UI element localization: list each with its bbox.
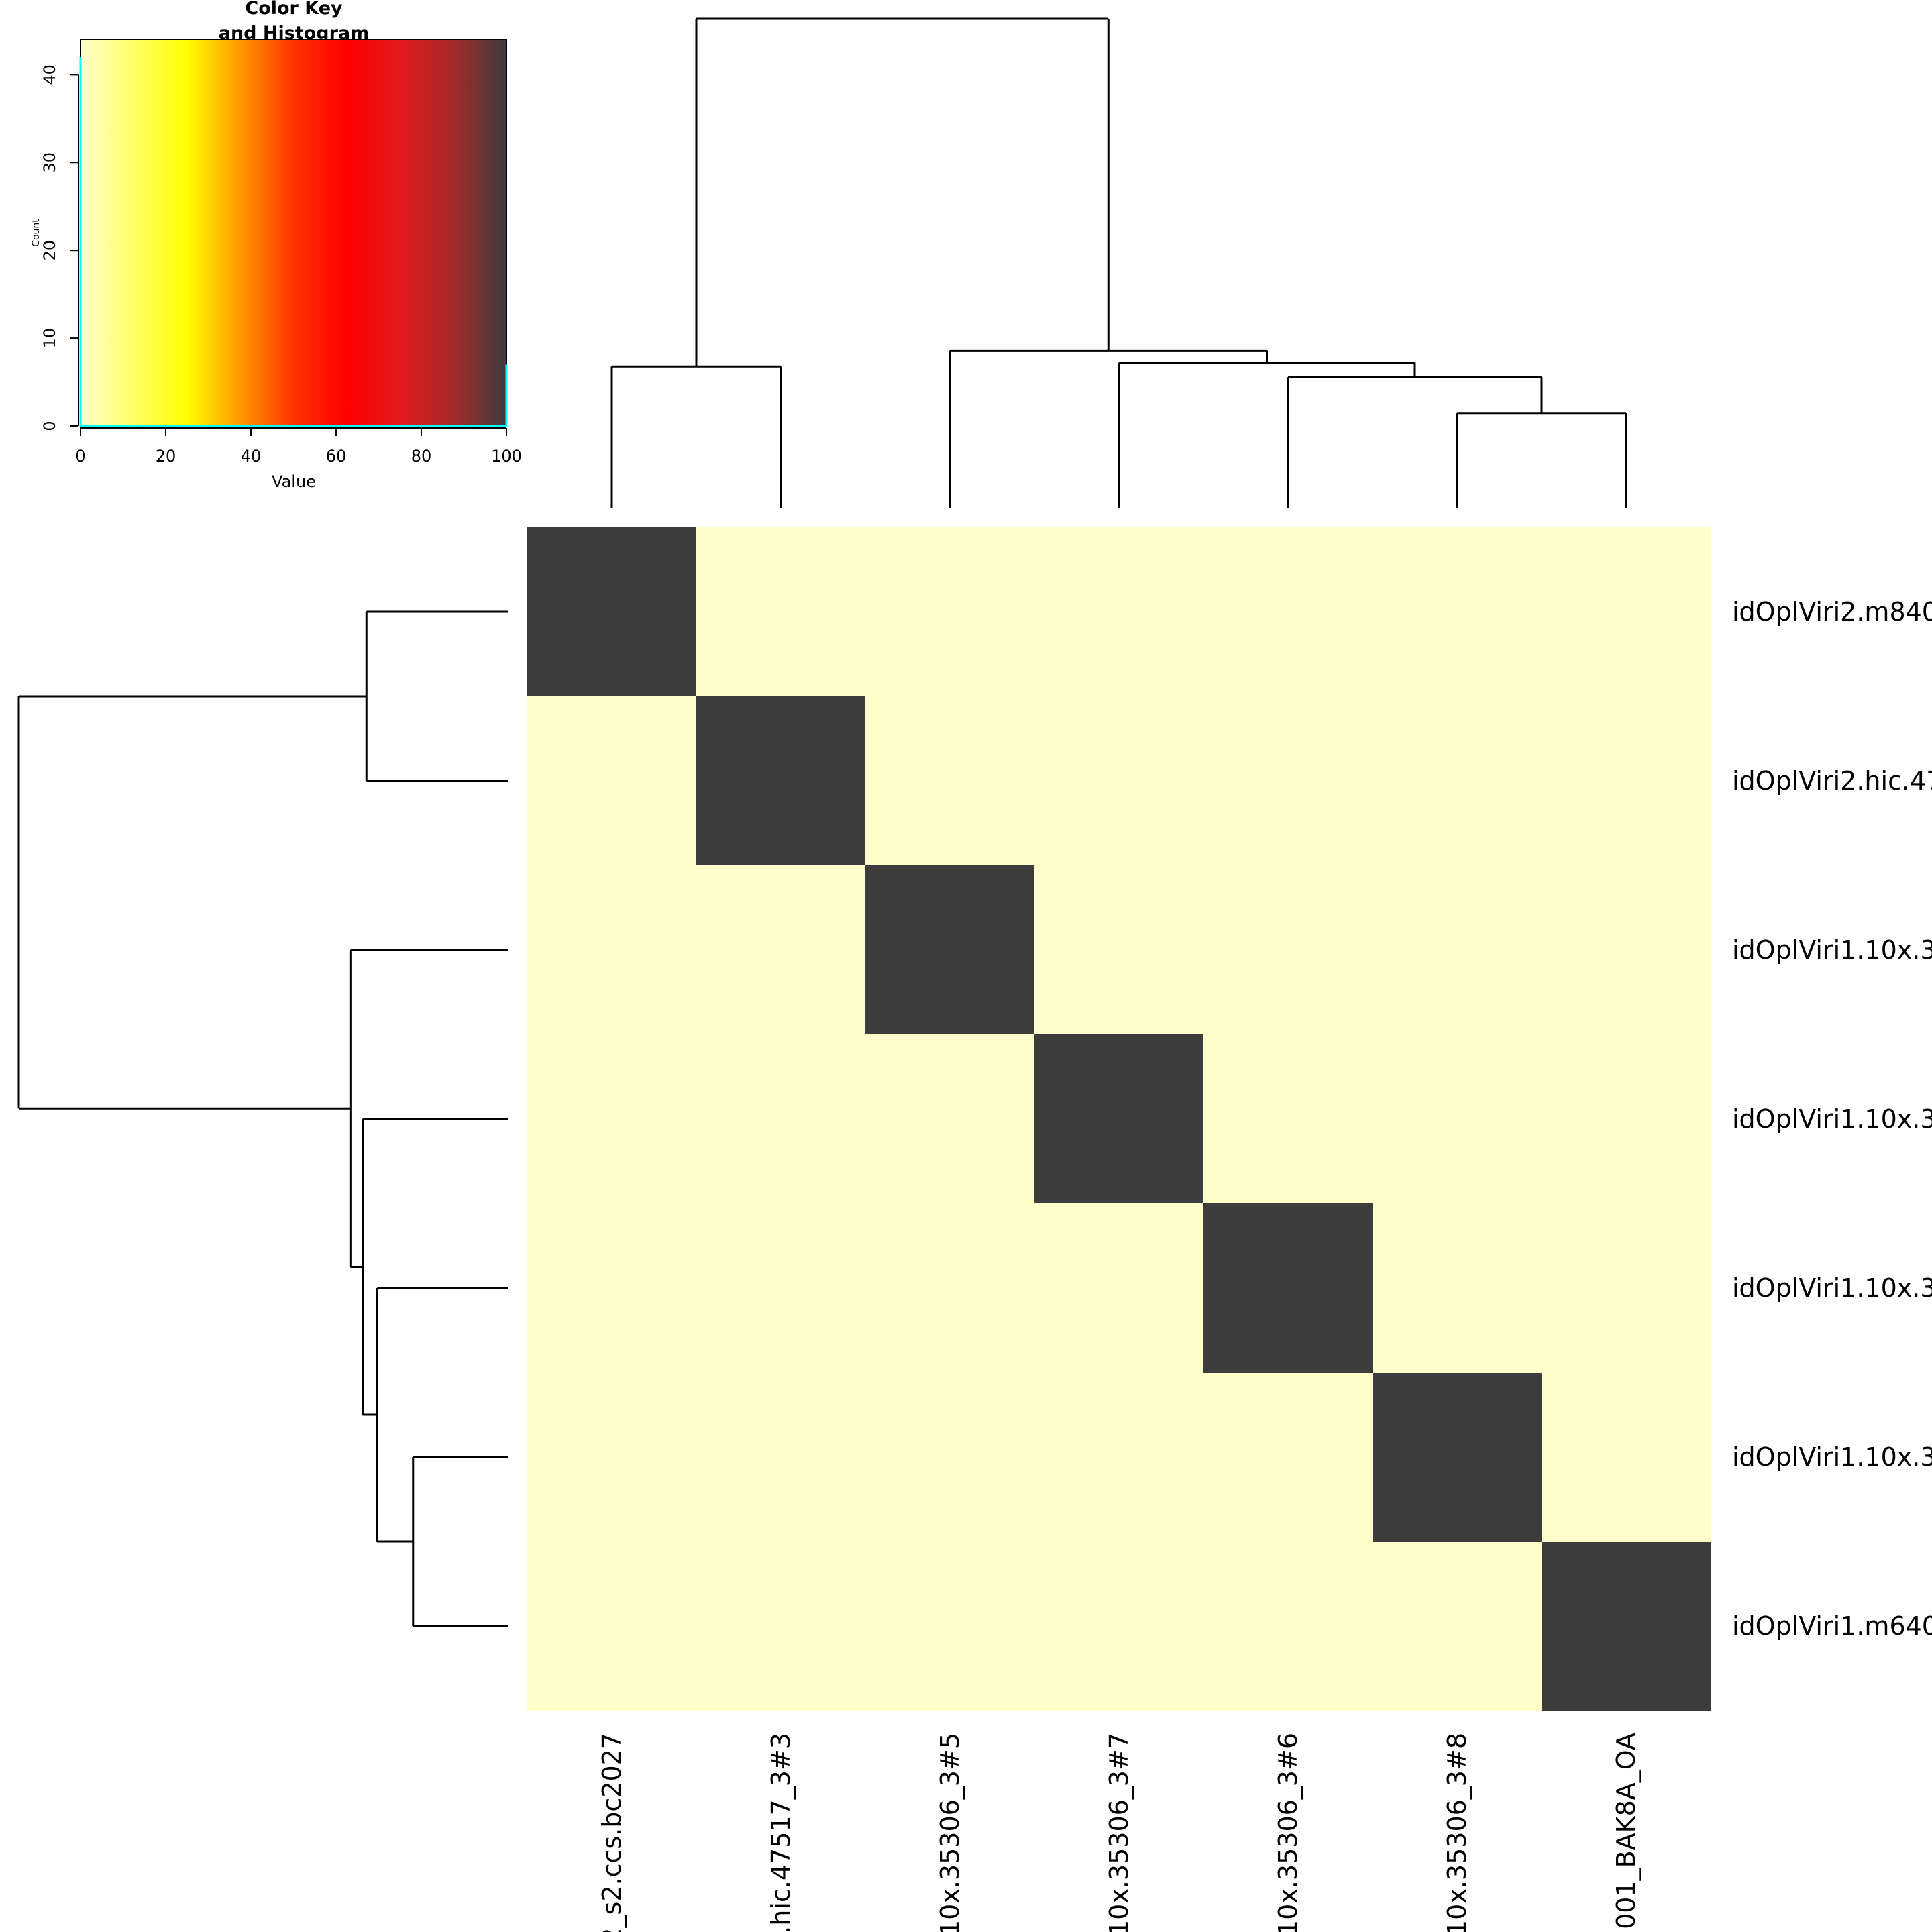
heatmap-cell [865, 1203, 1035, 1373]
heatmap-cell [865, 1373, 1035, 1542]
column-label: 2_s2.ccs.bc2027 [597, 1733, 627, 1932]
row-label: idOplViri2.m840 [1732, 597, 1932, 627]
row-label: idOplViri1.10x.3 [1732, 1104, 1932, 1134]
key-x-tick-label: 60 [326, 447, 347, 466]
heatmap-cell [1203, 527, 1373, 697]
key-y-tick-label: 40 [40, 64, 59, 85]
row-label: idOplViri1.10x.3 [1732, 1442, 1932, 1472]
key-x-tick-label: 0 [75, 447, 85, 466]
color-key-title-line1: Color Key [245, 0, 343, 19]
column-label: .hic.47517_3#3 [766, 1733, 796, 1932]
key-y-tick-label: 10 [40, 328, 59, 349]
heatmap-cell [1373, 696, 1542, 866]
heatmap-cell [527, 527, 697, 697]
heatmap-cell [527, 696, 697, 866]
heatmap-cell [865, 865, 1035, 1035]
heatmap-cell [1203, 1203, 1373, 1373]
heatmap-cell [1542, 1542, 1711, 1711]
heatmap-cell [1373, 865, 1542, 1035]
heatmap-cell [1034, 527, 1204, 697]
heatmap-cell [696, 865, 866, 1035]
heatmap-cell [865, 1542, 1035, 1711]
heatmap-cell [1542, 1373, 1711, 1542]
heatmap-cell [1373, 1203, 1542, 1373]
key-x-tick-label: 20 [156, 447, 176, 466]
column-label: 10x.35306_3#5 [935, 1733, 965, 1932]
heatmap-cell [1373, 1373, 1542, 1542]
row-labels: idOplViri2.m840 idOplViri2.hic.47 idOplVir… [1732, 597, 1932, 1641]
heatmap-cell [1203, 1373, 1373, 1542]
histogram-line [79, 57, 508, 427]
heatmap-cell [1203, 1542, 1373, 1711]
heatmap-cell [1542, 865, 1711, 1035]
heatmap-cell [527, 1542, 697, 1711]
heatmap-cell [1203, 696, 1373, 866]
heatmap-cell [527, 1373, 697, 1542]
heatmap-cell [1034, 1542, 1204, 1711]
heatmap-cell [1203, 1034, 1373, 1204]
heatmap-cells [527, 527, 1711, 1711]
heatmap-cell [696, 1542, 866, 1711]
column-dendrogram [610, 17, 1627, 508]
heatmap-cell [1203, 865, 1373, 1035]
heatmap-cell [696, 1373, 866, 1542]
column-labels: 2_s2.ccs.bc2027 .hic.47517_3#3 10x.35306_3… [597, 1733, 1641, 1932]
heatmap-cell [1034, 1203, 1204, 1373]
heatmap-cell [527, 865, 697, 1035]
heatmap-cell [1373, 1034, 1542, 1204]
heatmap-cell [1542, 696, 1711, 866]
heatmap-cell [865, 1034, 1035, 1204]
heatmap-cell [1373, 1542, 1542, 1711]
key-y-tick-label: 30 [40, 152, 59, 173]
heatmap-cell [696, 696, 866, 866]
heatmap-cell [1034, 1373, 1204, 1542]
key-y-tick-label: 0 [40, 421, 59, 431]
key-x-tick-label: 100 [491, 447, 522, 466]
row-label: idOplViri1.10x.3 [1732, 1273, 1932, 1303]
color-key-x-label: Value [272, 472, 316, 491]
key-y-tick-label: 20 [40, 240, 59, 261]
row-dendrogram [17, 610, 508, 1627]
color-key-gradient [80, 39, 507, 427]
heatmap-cell [1542, 1034, 1711, 1204]
column-label: 10x.35306_3#6 [1273, 1733, 1303, 1932]
color-key-y-axis: 0 10 20 30 40 [40, 64, 79, 431]
color-key-x-axis: 0 20 40 60 80 100 [75, 427, 522, 466]
heatmap-cell [1542, 1203, 1711, 1373]
heatmap-cell [865, 696, 1035, 866]
color-key: Color Key and Histogram 0 20 40 60 80 100 010… [31, 0, 522, 491]
heatmap-cell [865, 527, 1035, 697]
column-label: .001_BAK8A_OA [1611, 1733, 1641, 1932]
heatmap-cell [1373, 527, 1542, 697]
heatmap-cell [527, 1034, 697, 1204]
key-x-tick-label: 80 [411, 447, 432, 466]
heatmap-cell [1034, 1034, 1204, 1204]
row-label: idOplViri1.10x.3 [1732, 935, 1932, 965]
row-label: idOplViri2.hic.47 [1732, 766, 1932, 796]
heatmap-cell [696, 527, 866, 697]
column-label: 10x.35306_3#8 [1442, 1733, 1472, 1932]
heatmap-cell [1034, 696, 1204, 866]
heatmap-cell [696, 1203, 866, 1373]
heatmap-cell [1542, 527, 1711, 697]
color-key-histogram [79, 57, 508, 427]
heatmap-cell [696, 1034, 866, 1204]
heatmap-cell [1034, 865, 1204, 1035]
column-label: 10x.35306_3#7 [1104, 1733, 1134, 1932]
row-label: idOplViri1.m640 [1732, 1611, 1932, 1641]
heatmap-cell [527, 1203, 697, 1373]
color-key-y-label: Count [31, 219, 42, 247]
key-x-tick-label: 40 [241, 447, 262, 466]
